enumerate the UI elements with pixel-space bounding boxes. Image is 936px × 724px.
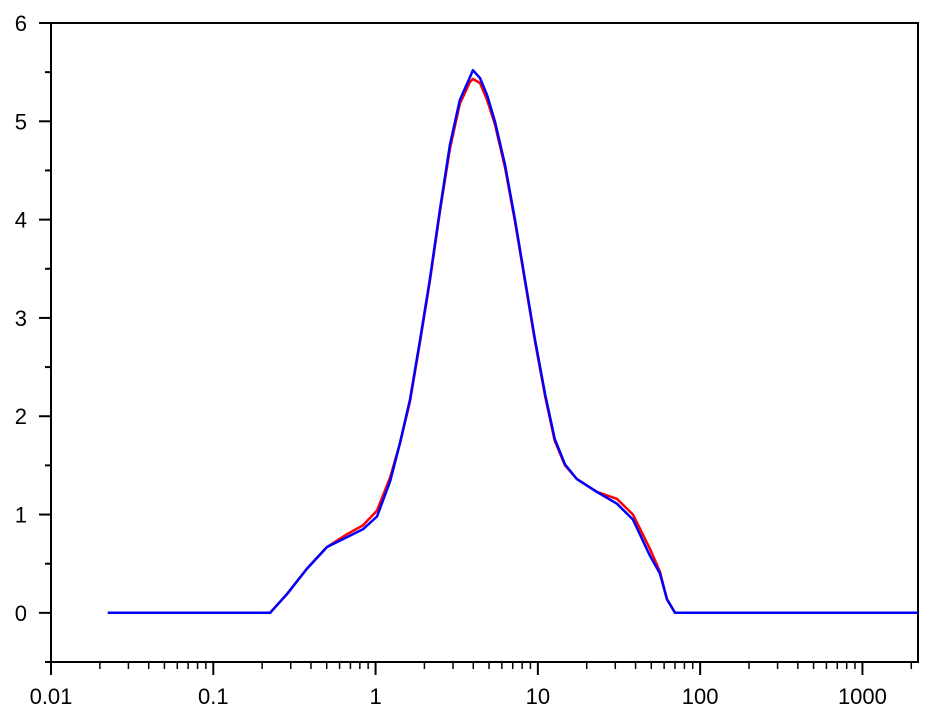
x-tick-label: 1	[369, 684, 381, 709]
y-axis: 0 1 2 3 4 5 6	[15, 11, 51, 663]
x-tick-label: 0.01	[30, 684, 73, 709]
x-tick-label: 0.1	[198, 684, 229, 709]
plot-frame	[50, 22, 919, 663]
series-line-2	[107, 68, 918, 615]
y-tick-label: 3	[15, 306, 27, 331]
y-tick-label: 6	[15, 11, 27, 36]
plot-border	[50, 22, 919, 663]
series-line-1	[107, 77, 918, 615]
series-group	[107, 68, 918, 615]
y-tick-label: 4	[15, 208, 27, 233]
y-tick-label: 1	[15, 503, 27, 528]
y-tick-label: 5	[15, 109, 27, 134]
x-tick-label: 1000	[838, 684, 887, 709]
y-tick-label: 2	[15, 404, 27, 429]
x-tick-label: 10	[526, 684, 550, 709]
x-axis: 0.01 0.1 1 10 100 1000	[30, 662, 913, 709]
y-tick-label: 0	[15, 601, 27, 626]
x-tick-label: 100	[682, 684, 719, 709]
